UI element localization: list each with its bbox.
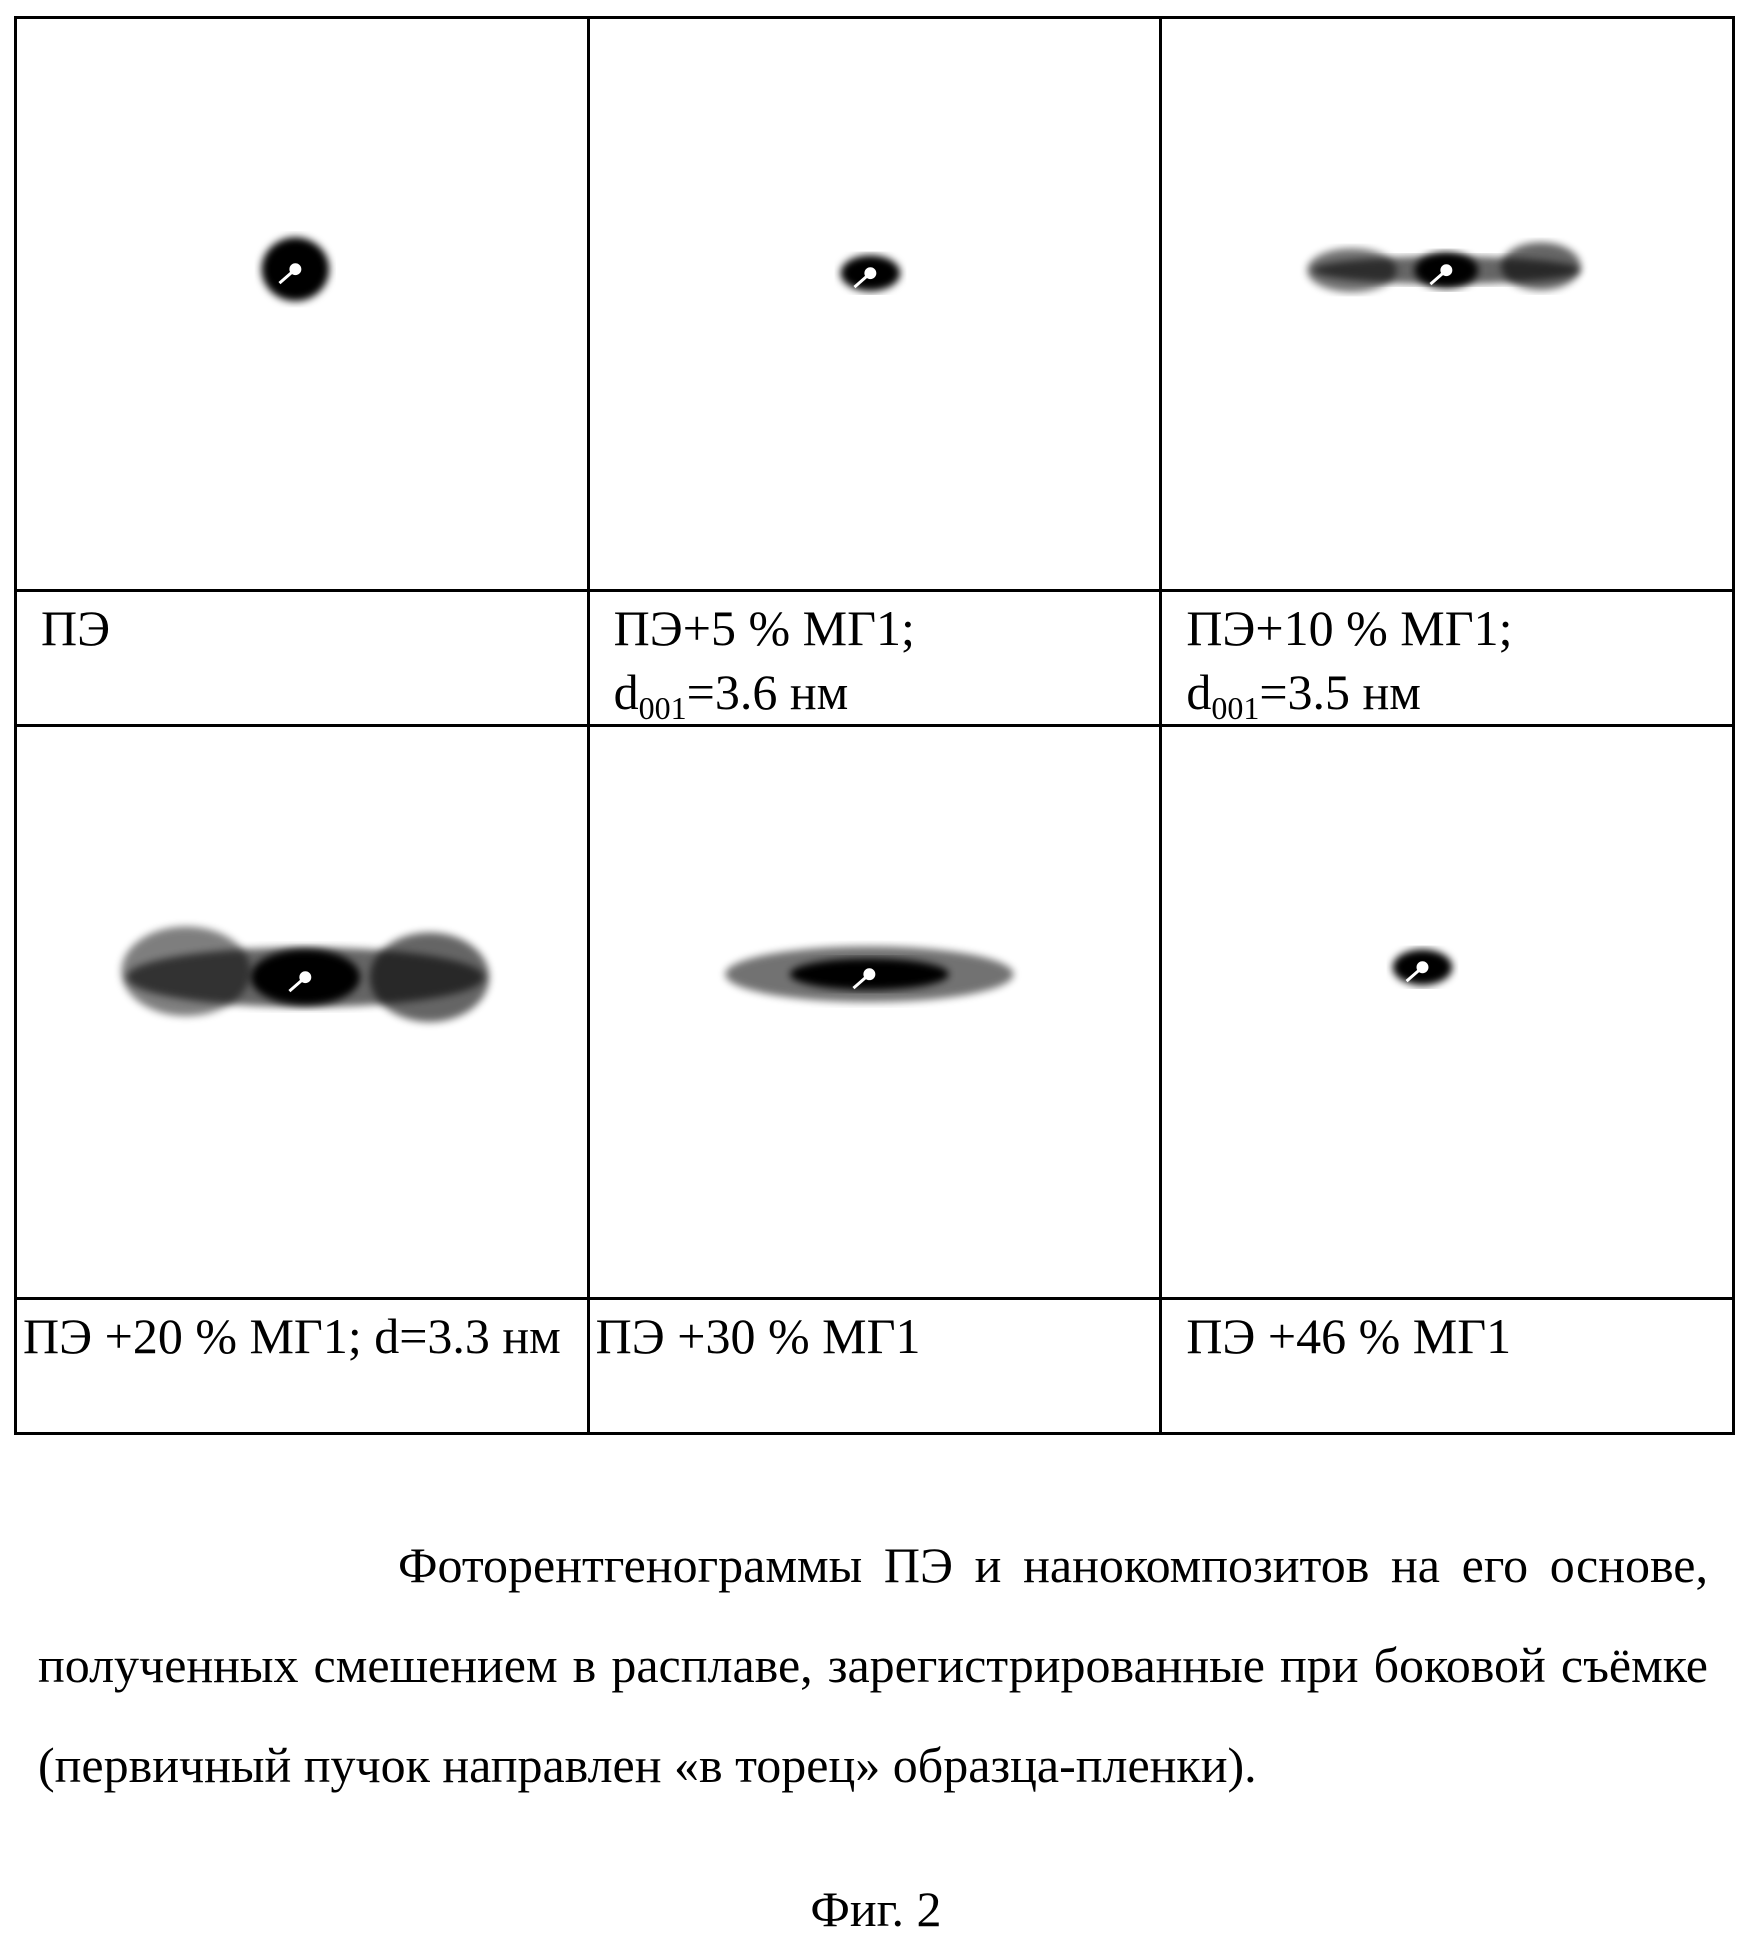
figure-table: ПЭ ПЭ+5 % МГ1;d001=3.6 нм ПЭ+10 % МГ1;d0… xyxy=(14,16,1735,1435)
diffraction-spot xyxy=(1307,248,1396,292)
d-symbol: d xyxy=(1186,664,1211,720)
label-text: ПЭ +20 % МГ1; d=3.3 нм xyxy=(23,1308,561,1364)
diffraction-spot xyxy=(1501,242,1581,290)
panel-label-4: ПЭ +20 % МГ1; d=3.3 нм xyxy=(16,1299,589,1434)
diffraction-spot xyxy=(370,932,489,1021)
d-subscript: 001 xyxy=(639,690,687,726)
d-value: =3.6 нм xyxy=(687,664,849,720)
xray-pattern-6 xyxy=(1161,726,1734,1299)
d-value: =3.5 нм xyxy=(1259,664,1421,720)
d-subscript: 001 xyxy=(1211,690,1259,726)
xray-pattern-3 xyxy=(1161,18,1734,591)
xray-pattern-2 xyxy=(588,18,1161,591)
panel-label-2: ПЭ+5 % МГ1; d001=3.6 нм xyxy=(588,591,1161,726)
xray-pattern-5 xyxy=(588,726,1161,1299)
label-text: ПЭ xyxy=(41,600,110,656)
diffraction-spot xyxy=(121,927,250,1016)
panel-label-5: ПЭ +30 % МГ1 xyxy=(588,1299,1161,1434)
xray-pattern-4 xyxy=(16,726,589,1299)
panel-label-6: ПЭ +46 % МГ1 xyxy=(1161,1299,1734,1434)
label-text: ПЭ+5 % МГ1; xyxy=(614,600,915,656)
figure-caption: Фоторентгенограммы ПЭ и нанокомпозитов н… xyxy=(38,1515,1708,1815)
panel-label-3: ПЭ+10 % МГ1; d001=3.5 нм xyxy=(1161,591,1734,726)
label-text: ПЭ +30 % МГ1 xyxy=(596,1308,921,1364)
figure-label: Фиг. 2 xyxy=(0,1880,1752,1938)
label-text: ПЭ +46 % МГ1 xyxy=(1186,1308,1511,1364)
label-text: ПЭ+10 % МГ1; xyxy=(1186,600,1512,656)
d-symbol: d xyxy=(614,664,639,720)
xray-pattern-1 xyxy=(16,18,589,591)
panel-label-1: ПЭ xyxy=(16,591,589,726)
